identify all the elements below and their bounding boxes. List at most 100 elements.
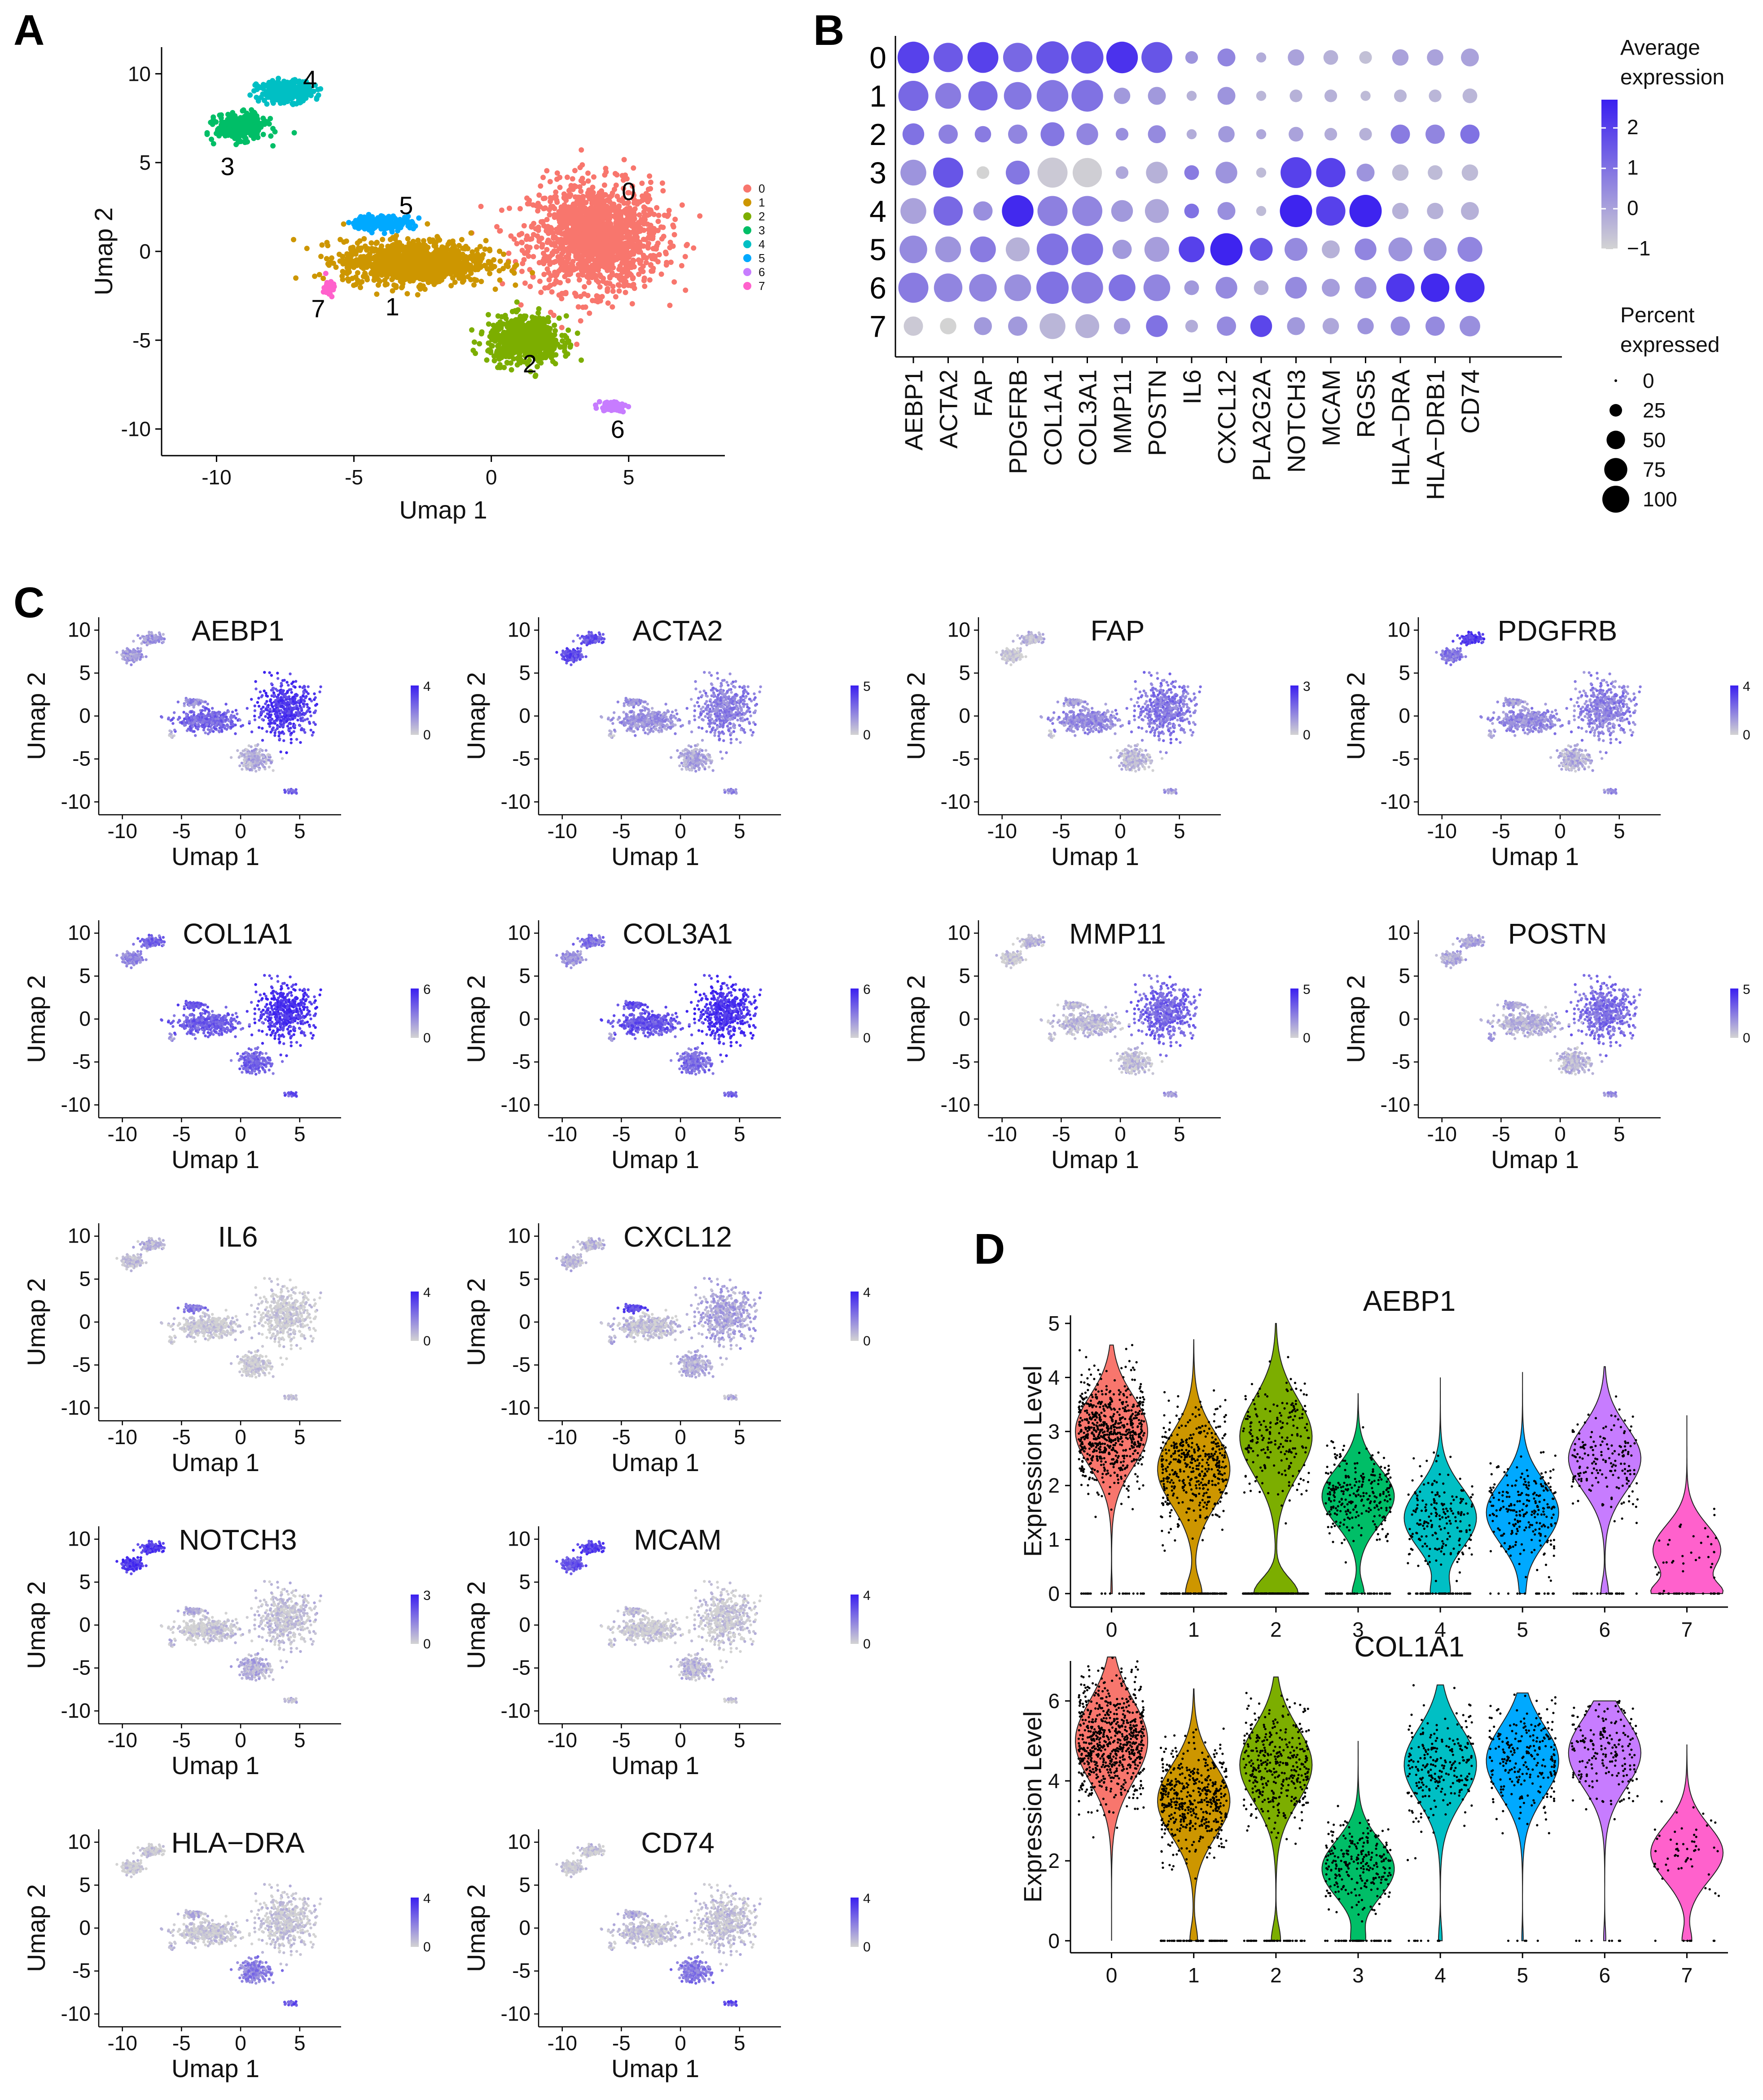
legend-label-5: 5: [759, 251, 765, 265]
umap-point: [217, 113, 222, 118]
feature-point: [263, 671, 266, 674]
umap-point: [649, 209, 654, 214]
umap-point: [312, 273, 317, 279]
umap-point: [482, 263, 488, 268]
dot: [1116, 166, 1128, 179]
umap-point: [519, 231, 524, 236]
umap-point: [630, 301, 635, 307]
dot: [1039, 313, 1066, 339]
umap-point: [599, 224, 605, 230]
umap-point: [325, 243, 330, 248]
dot: [1429, 89, 1441, 102]
umap-point: [522, 223, 527, 228]
feature-point: [318, 690, 321, 693]
umap-point: [571, 228, 577, 234]
dot: [1002, 195, 1033, 227]
dot: [1256, 53, 1266, 62]
umap-point: [577, 221, 582, 226]
umap-point: [563, 353, 568, 359]
umap-point: [343, 261, 349, 267]
umap-point: [357, 216, 362, 221]
dot: [1357, 164, 1375, 182]
umap-point: [627, 235, 633, 241]
umap-point: [211, 141, 216, 146]
umap-point: [646, 241, 651, 246]
umap-point: [642, 284, 647, 289]
umap-point: [562, 349, 567, 354]
umap-point: [647, 235, 653, 241]
umap-point: [672, 232, 677, 237]
umap-point: [572, 290, 578, 296]
umap-point: [671, 224, 676, 229]
umap-point: [254, 95, 259, 100]
umap-point: [594, 266, 599, 271]
umap-point: [530, 334, 535, 339]
umap-point: [483, 238, 489, 243]
umap-point: [601, 192, 606, 198]
umap-point: [613, 294, 618, 299]
umap-point: [697, 213, 702, 219]
umap-point: [227, 131, 232, 136]
umap-point: [583, 216, 588, 222]
umap-point: [638, 220, 644, 225]
umap-point: [627, 219, 632, 224]
umap-point: [617, 283, 622, 288]
umap-point: [579, 147, 584, 153]
dotplot-col-label: PLA2G2A: [1247, 369, 1276, 481]
feature-point: [303, 731, 306, 734]
dot: [977, 166, 989, 179]
umap-point: [501, 340, 507, 345]
umap-point: [664, 262, 669, 268]
dot: [1322, 241, 1340, 259]
umap-point: [513, 308, 518, 313]
umap-point: [437, 262, 442, 267]
umap-point: [492, 358, 497, 364]
umap-point: [605, 280, 610, 286]
umap-point: [463, 268, 468, 273]
umap-point: [585, 171, 591, 176]
umap-point: [667, 303, 672, 308]
dot: [1073, 158, 1102, 187]
dot: [1316, 196, 1345, 225]
umap-point: [469, 327, 474, 333]
size-legend-dot: [1602, 486, 1629, 513]
umap-point: [629, 243, 635, 248]
umap-point: [541, 223, 547, 228]
dot: [1285, 277, 1307, 299]
dot: [1280, 195, 1312, 227]
dot: [1457, 237, 1482, 262]
dot: [934, 273, 962, 302]
umap-point: [255, 116, 260, 122]
umap-point: [474, 259, 480, 264]
umap-point: [262, 98, 267, 103]
umap-point: [234, 132, 240, 138]
umap-point: [684, 243, 689, 248]
dotplot-col-label: POSTN: [1143, 369, 1171, 456]
feature-point: [294, 680, 297, 683]
dot: [1114, 88, 1131, 104]
umap-point: [486, 321, 491, 327]
umap-point: [397, 240, 402, 246]
dot: [1324, 128, 1337, 141]
umap-y-tick-label: -10: [121, 417, 151, 441]
umap-point: [593, 405, 599, 411]
umap-point: [609, 213, 614, 219]
umap-point: [597, 284, 603, 290]
umap-point: [571, 223, 577, 228]
umap-point: [228, 121, 233, 126]
feature-point: [272, 691, 275, 694]
dotplot-row-label: 5: [869, 233, 886, 267]
umap-point: [666, 212, 671, 217]
dot: [1218, 48, 1236, 66]
umap-point: [542, 286, 548, 291]
umap-point: [610, 304, 615, 310]
umap-point: [479, 331, 484, 337]
legend-label-1: 1: [759, 196, 765, 209]
dot: [1425, 316, 1445, 336]
umap-point: [450, 242, 456, 247]
dot: [1316, 158, 1345, 187]
umap-point: [575, 235, 580, 241]
dot: [935, 237, 961, 263]
dot: [1008, 316, 1027, 336]
dot: [1350, 195, 1382, 227]
